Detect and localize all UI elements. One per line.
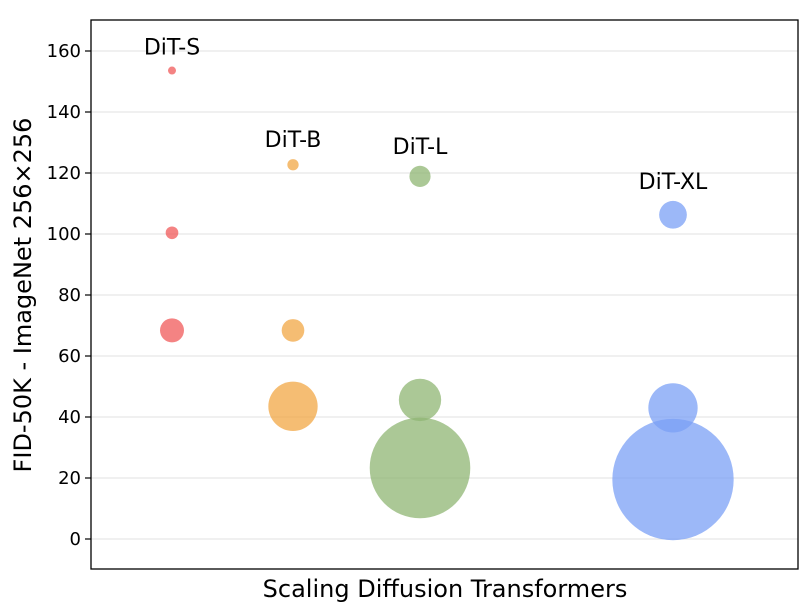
- bubble-dit-l: [409, 165, 431, 187]
- y-tick-label: 80: [58, 285, 81, 306]
- bubble-dit-xl: [659, 200, 687, 229]
- bubble-dit-xl: [612, 418, 734, 541]
- y-axis-title: FID-50K - ImageNet 256×256: [9, 118, 37, 473]
- x-axis-title: Scaling Diffusion Transformers: [263, 575, 628, 603]
- y-axis-ticks: 0 20 40 60 80 100 120 140 160: [47, 41, 91, 550]
- bubble-dit-b: [287, 159, 299, 171]
- series-label: DiT-XL: [639, 170, 708, 195]
- series-label: DiT-B: [265, 128, 322, 153]
- y-tick-label: 120: [47, 163, 81, 184]
- bubble-dit-l: [398, 378, 442, 422]
- bubble-dit-s: [168, 66, 176, 75]
- bubble-dit-s: [165, 226, 179, 240]
- y-tick-label: 40: [58, 407, 81, 428]
- y-tick-label: 60: [58, 346, 81, 367]
- bubble-dit-b: [281, 319, 305, 342]
- series-labels: DiT-S DiT-B DiT-L DiT-XL: [144, 36, 708, 195]
- y-tick-label: 20: [58, 468, 81, 489]
- bubble-dit-xl: [648, 383, 698, 433]
- y-tick-label: 100: [47, 224, 81, 245]
- bubbles: [160, 66, 734, 541]
- bubble-dit-l: [369, 417, 471, 519]
- bubble-dit-b: [268, 381, 318, 431]
- grid-lines: [91, 50, 798, 540]
- series-label: DiT-L: [393, 135, 448, 160]
- series-label: DiT-S: [144, 36, 200, 61]
- y-tick-label: 160: [47, 41, 81, 62]
- y-tick-label: 0: [70, 529, 81, 550]
- y-tick-label: 140: [47, 102, 81, 123]
- bubble-dit-s: [160, 318, 184, 343]
